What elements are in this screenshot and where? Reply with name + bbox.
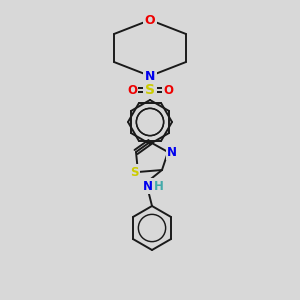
- Text: O: O: [163, 83, 173, 97]
- Text: N: N: [143, 179, 153, 193]
- Text: O: O: [127, 83, 137, 97]
- Text: N: N: [145, 70, 155, 83]
- Text: O: O: [145, 14, 155, 26]
- Text: S: S: [130, 166, 138, 178]
- Text: N: N: [167, 146, 177, 158]
- Text: S: S: [145, 83, 155, 97]
- Text: H: H: [154, 179, 164, 193]
